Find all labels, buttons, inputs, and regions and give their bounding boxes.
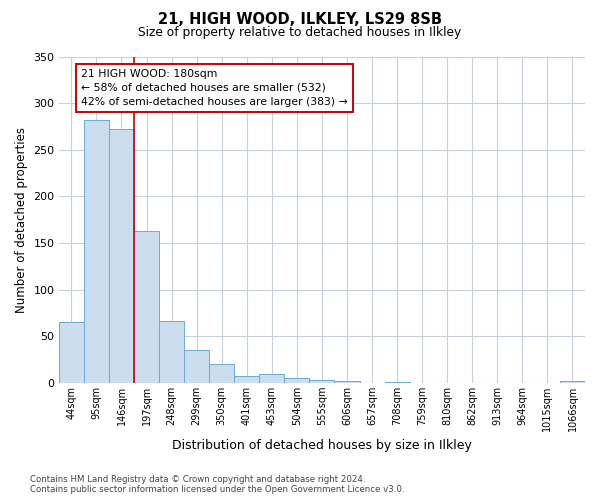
Bar <box>310 380 334 383</box>
Bar <box>385 382 410 383</box>
Bar <box>209 364 234 383</box>
Bar <box>109 130 134 383</box>
Y-axis label: Number of detached properties: Number of detached properties <box>15 127 28 313</box>
Bar <box>234 376 259 383</box>
Bar <box>334 381 359 383</box>
Bar <box>159 320 184 383</box>
Bar <box>184 350 209 383</box>
Text: 21, HIGH WOOD, ILKLEY, LS29 8SB: 21, HIGH WOOD, ILKLEY, LS29 8SB <box>158 12 442 28</box>
Bar <box>560 381 585 383</box>
Bar <box>59 322 84 383</box>
Text: 21 HIGH WOOD: 180sqm
← 58% of detached houses are smaller (532)
42% of semi-deta: 21 HIGH WOOD: 180sqm ← 58% of detached h… <box>81 68 347 106</box>
X-axis label: Distribution of detached houses by size in Ilkley: Distribution of detached houses by size … <box>172 440 472 452</box>
Bar <box>259 374 284 383</box>
Text: Contains HM Land Registry data © Crown copyright and database right 2024.
Contai: Contains HM Land Registry data © Crown c… <box>30 474 404 494</box>
Bar <box>84 120 109 383</box>
Text: Size of property relative to detached houses in Ilkley: Size of property relative to detached ho… <box>139 26 461 39</box>
Bar <box>134 231 159 383</box>
Bar <box>284 378 310 383</box>
